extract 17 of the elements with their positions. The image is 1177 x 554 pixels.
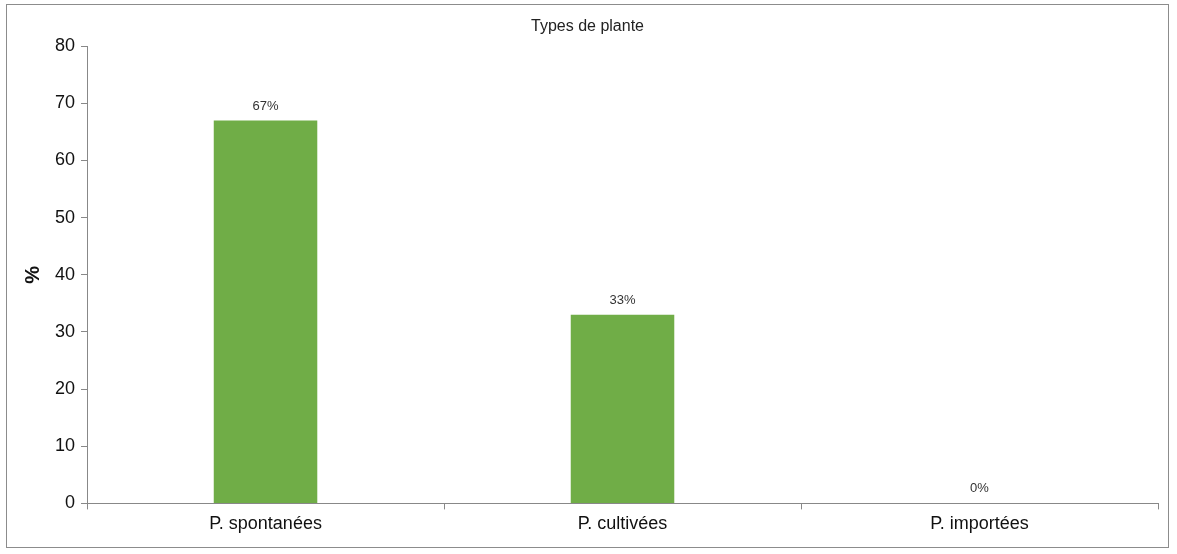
y-tick-label: 50 bbox=[54, 206, 76, 227]
data-label: 67% bbox=[252, 97, 279, 113]
y-tick-label: 70 bbox=[54, 92, 76, 113]
y-tick-label: 30 bbox=[54, 320, 76, 341]
y-tick-label: 10 bbox=[54, 435, 76, 456]
y-axis-title: % bbox=[20, 265, 43, 284]
y-tick-label: 0 bbox=[65, 492, 76, 513]
y-tick-label: 40 bbox=[54, 263, 76, 284]
data-label: 33% bbox=[609, 291, 636, 307]
y-tick-label: 80 bbox=[54, 35, 76, 56]
x-tick-label: P. importées bbox=[930, 513, 1029, 534]
y-tick-label: 20 bbox=[54, 378, 76, 399]
y-tick-label: 60 bbox=[54, 149, 76, 170]
data-label: 0% bbox=[970, 480, 990, 496]
chart-title: Types de plante bbox=[531, 17, 645, 35]
x-tick-label: P. spontanées bbox=[209, 513, 322, 534]
x-tick-label: P. cultivées bbox=[577, 513, 668, 534]
